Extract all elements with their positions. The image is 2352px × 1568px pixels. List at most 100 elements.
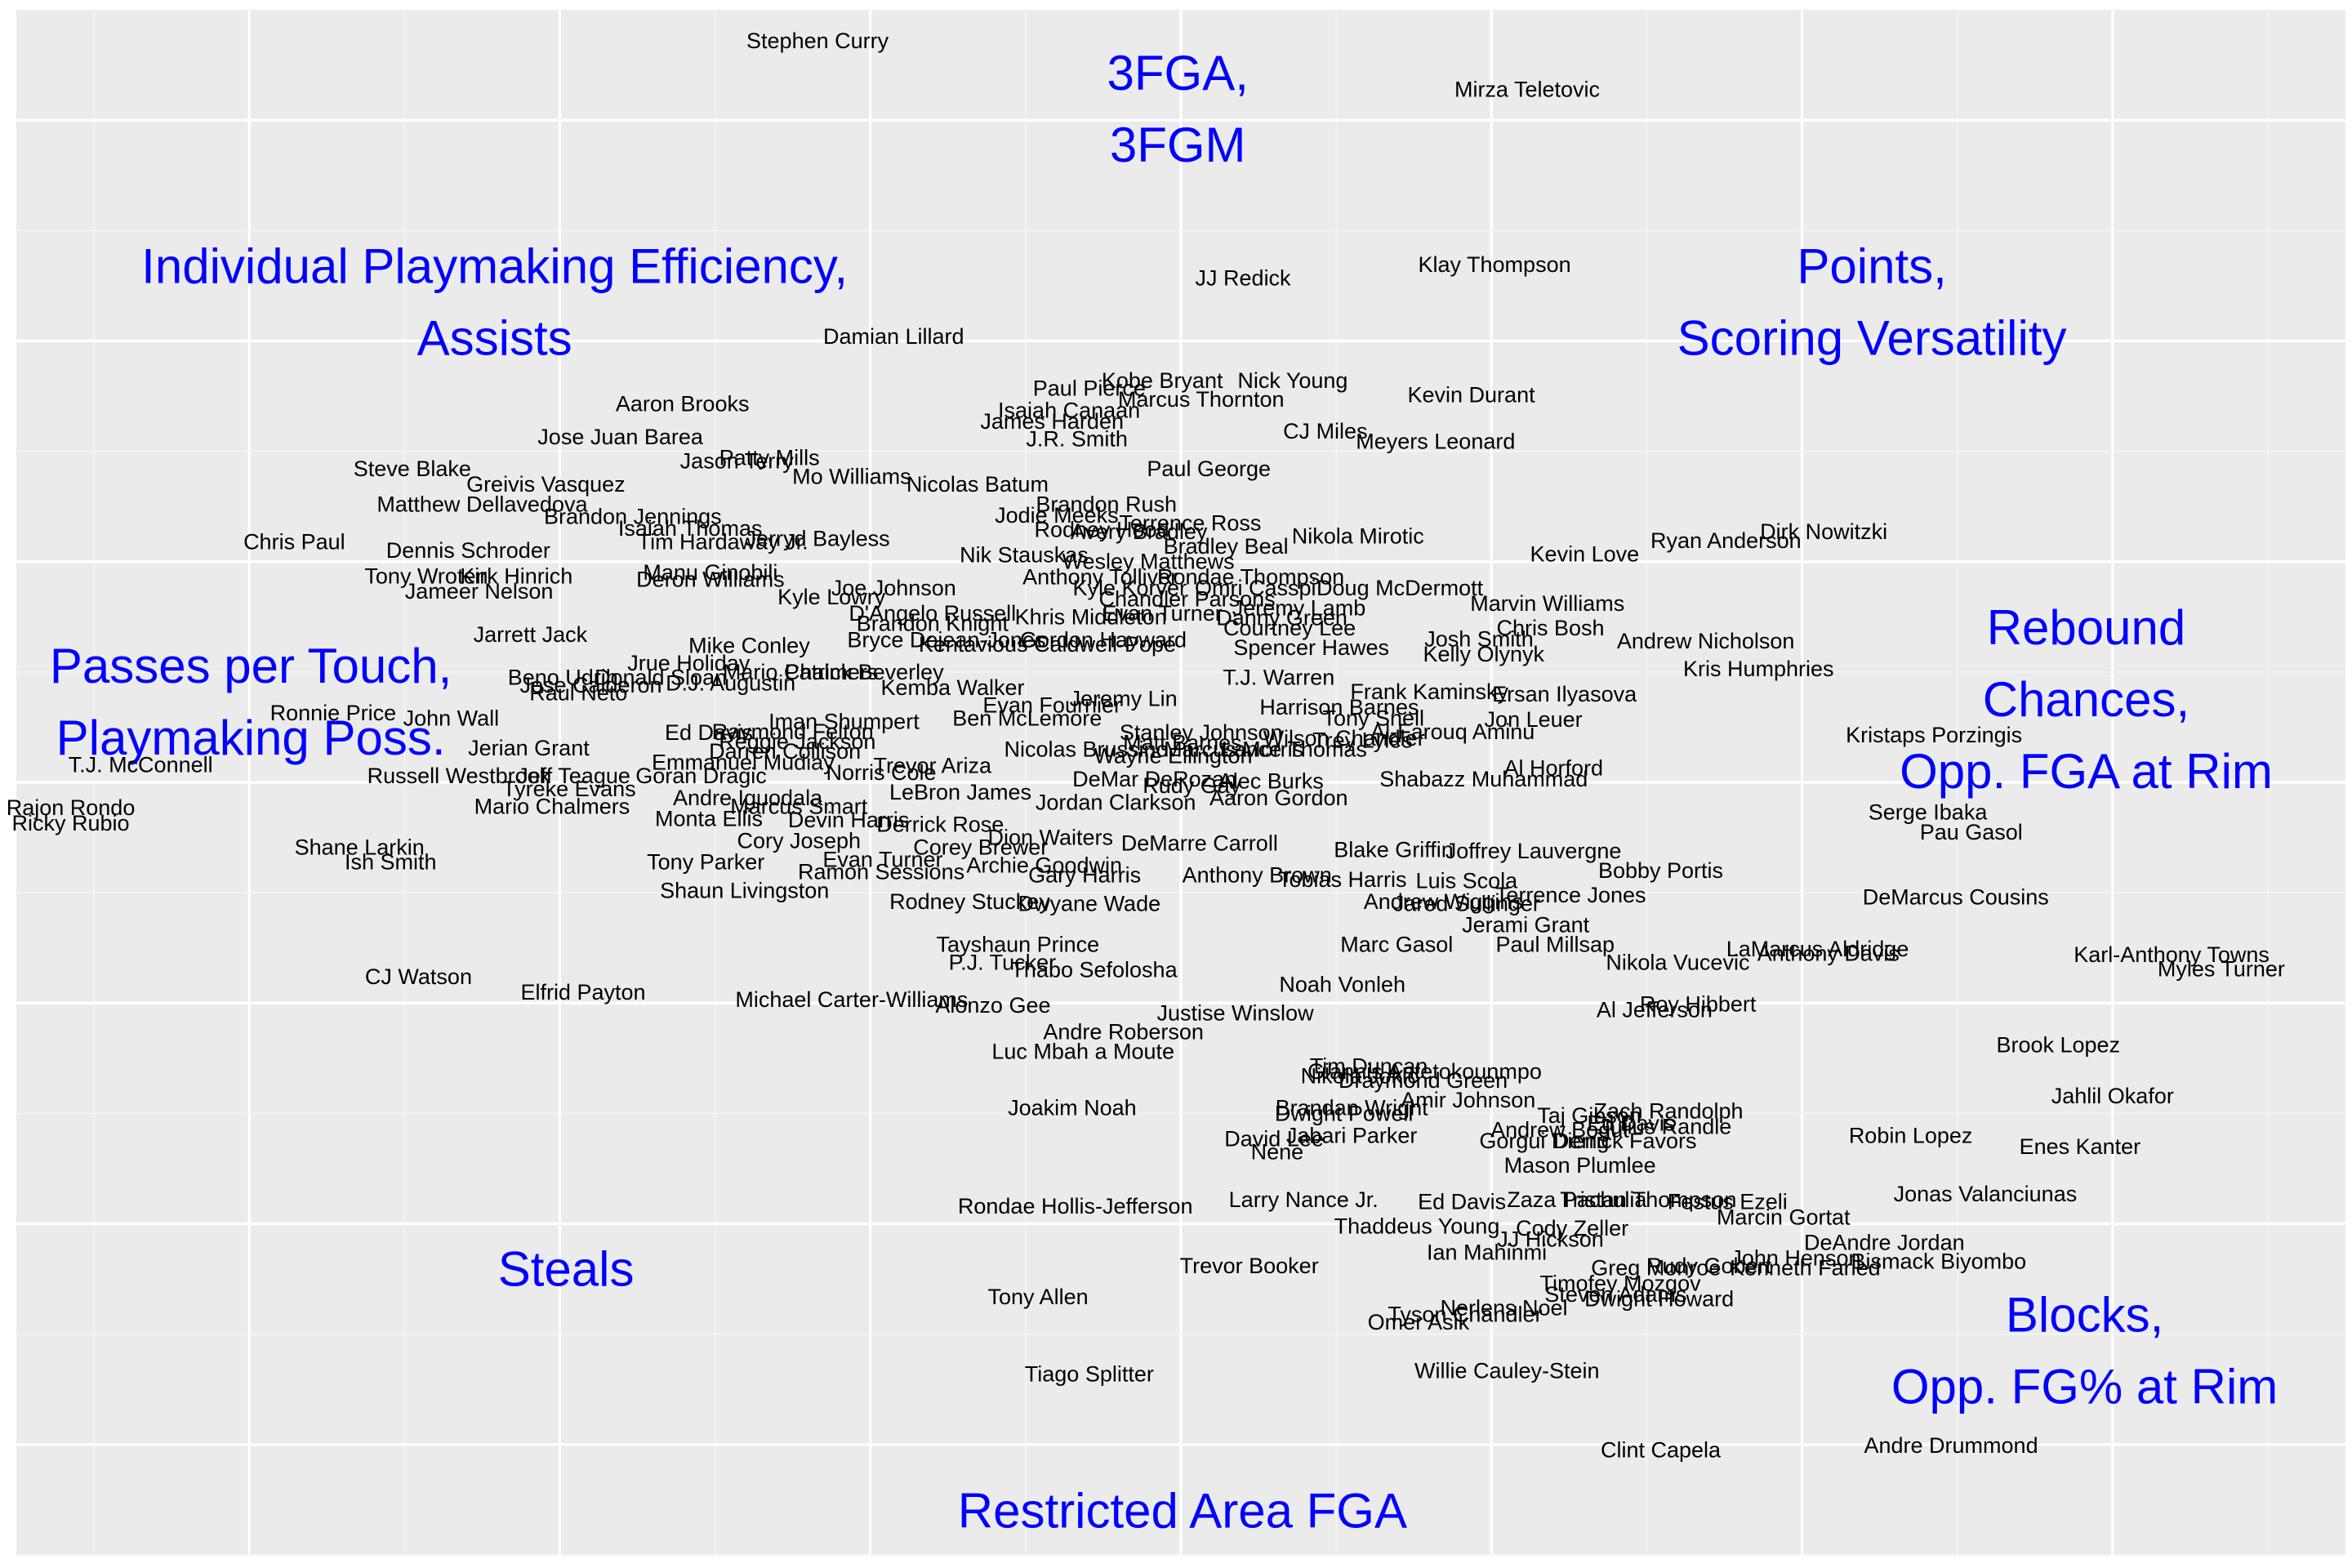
- player-point-label: Marcin Gortat: [1717, 1205, 1851, 1229]
- player-point-label: Jose Juan Barea: [537, 425, 704, 449]
- player-point-label: Jameer Nelson: [405, 579, 554, 604]
- player-point-label: Tyson Chandler: [1388, 1302, 1542, 1326]
- player-point-label: Damian Lillard: [823, 324, 964, 349]
- player-point-label: Ed Davis: [1418, 1190, 1506, 1214]
- player-point-label: Beno Udrih: [508, 666, 618, 690]
- player-point-label: Jerryd Bayless: [746, 526, 890, 550]
- player-point-label: Norris Cole: [826, 760, 937, 785]
- player-point-label: Elfrid Payton: [520, 980, 645, 1004]
- player-point-label: Raymond Felton: [712, 719, 874, 744]
- player-point-label: Mirza Teletovic: [1454, 77, 1600, 101]
- player-point-label: Rodney Stuckey: [889, 889, 1050, 914]
- player-point-label: Tim Hardaway Jr.: [638, 529, 808, 554]
- player-point-label: DeMar DeRozan: [1072, 767, 1236, 791]
- player-point-label: Jordan Clarkson: [1036, 790, 1196, 814]
- player-point-label: Taj Gibson: [1537, 1103, 1642, 1128]
- player-point-label: JJ Redick: [1196, 265, 1292, 290]
- player-point-label: Kevin Durant: [1408, 383, 1536, 408]
- player-point-label: Rodney Hood: [1034, 518, 1169, 542]
- player-point-label: Joakim Noah: [1008, 1096, 1137, 1120]
- player-point-label: Shane Larkin: [295, 835, 425, 860]
- region-label: Points,: [1797, 239, 1946, 294]
- player-point-label: Isaiah Thomas: [618, 516, 763, 541]
- player-point-label: Luc Mbah a Moute: [991, 1040, 1174, 1064]
- player-point-label: Nicolas Brussino: [1004, 737, 1168, 761]
- player-point-label: Jon Leuer: [1485, 707, 1583, 732]
- player-point-label: Jerami Grant: [1462, 912, 1590, 937]
- player-point-label: P.J. Tucker: [949, 950, 1057, 974]
- player-point-label: Kevin Love: [1530, 541, 1640, 566]
- player-point-label: Mo Williams: [792, 465, 911, 489]
- player-point-label: Serge Ibaka: [1869, 800, 1989, 824]
- player-point-label: Kris Humphries: [1683, 657, 1834, 681]
- player-point-label: Robin Lopez: [1849, 1123, 1973, 1147]
- player-point-label: Corey Brewer: [913, 835, 1048, 860]
- player-point-label: T.J. Warren: [1223, 666, 1334, 690]
- player-point-label: Brandan Wright: [1276, 1096, 1429, 1120]
- player-point-label: Karl-Anthony Towns: [2074, 942, 2270, 967]
- player-point-label: Ryan Anderson: [1650, 528, 1802, 553]
- region-label: Restricted Area FGA: [958, 1483, 1407, 1538]
- player-point-label: Gordon Hayward: [1020, 628, 1187, 653]
- region-label: Chances,: [1983, 672, 2189, 727]
- player-point-label: Jonas Valanciunas: [1894, 1182, 2078, 1206]
- player-point-label: Jeremy Lin: [1070, 686, 1178, 710]
- player-point-label: Dwyane Wade: [1018, 892, 1161, 916]
- player-point-label: Brandon Rush: [1036, 492, 1177, 516]
- player-point-label: Al Horford: [1504, 755, 1604, 780]
- player-point-label: Alonzo Gee: [935, 993, 1050, 1018]
- player-point-label: Rondae Thompson: [1157, 565, 1344, 590]
- player-point-label: Tayshaun Prince: [937, 933, 1100, 957]
- player-point-label: Steve Blake: [354, 457, 471, 481]
- player-point-label: Anthony Davis: [1757, 941, 1900, 965]
- player-point-label: Tony Parker: [647, 849, 764, 874]
- player-point-label: Zaza Pachulia: [1507, 1187, 1647, 1212]
- player-point-label: DeMarre Carroll: [1121, 831, 1278, 855]
- player-point-label: Paul George: [1147, 457, 1271, 481]
- player-point-label: Andrew Nicholson: [1617, 629, 1795, 653]
- player-point-label: Al Jefferson: [1597, 997, 1713, 1022]
- region-label: Scoring Versatility: [1677, 311, 2067, 366]
- player-point-label: D.J. Augustin: [666, 670, 795, 695]
- region-label: Passes per Touch,: [50, 639, 452, 693]
- player-point-label: Reggie Jackson: [719, 729, 875, 754]
- player-point-label: T.J. McConnell: [69, 752, 213, 777]
- player-point-label: Dirk Nowitzki: [1760, 519, 1887, 544]
- player-point-label: D'Angelo Russell: [849, 601, 1016, 626]
- player-point-label: Festus Ezeli: [1668, 1190, 1788, 1214]
- player-point-label: Jeff Teague: [517, 764, 630, 788]
- player-point-label: Larry Nance Jr.: [1229, 1187, 1379, 1212]
- player-point-label: Tristan Thompson: [1560, 1187, 1736, 1212]
- player-point-label: Shaun Livingston: [660, 878, 829, 902]
- player-point-label: Brandon Jennings: [544, 504, 722, 528]
- player-point-label: Giannis Antetokounmpo: [1307, 1059, 1542, 1084]
- player-point-label: Pau Gasol: [1920, 820, 2023, 844]
- player-point-label: Tyreke Evans: [502, 777, 636, 801]
- player-point-label: Thabo Sefolosha: [1010, 958, 1178, 982]
- player-point-label: Bismack Biyombo: [1851, 1250, 2027, 1274]
- player-point-label: Gorgui Dieng: [1479, 1129, 1609, 1153]
- player-point-label: Darren Collison: [709, 739, 861, 764]
- player-point-label: Ramon Sessions: [798, 859, 964, 884]
- player-point-label: Ronnie Price: [270, 701, 397, 725]
- player-point-label: Wayne Ellington: [1094, 744, 1252, 768]
- player-point-label: Zach Randolph: [1593, 1099, 1743, 1124]
- player-point-label: Nikola Mirotic: [1292, 524, 1424, 549]
- player-point-label: Blake Griffin: [1334, 837, 1454, 862]
- player-point-label: Jerian Grant: [468, 736, 590, 760]
- player-point-label: Patty Mills: [719, 446, 820, 470]
- player-point-label: Aaron Brooks: [616, 391, 750, 416]
- player-point-label: Omer Asik: [1368, 1310, 1470, 1334]
- player-point-label: Stanley Johnson: [1120, 720, 1283, 745]
- player-point-label: Jason Terry: [680, 449, 795, 474]
- player-point-label: Kirk Hinrich: [460, 564, 572, 588]
- player-point-label: Chris Paul: [243, 529, 345, 554]
- player-point-label: Iman Shumpert: [768, 710, 920, 734]
- player-point-label: Dwight Howard: [1584, 1286, 1734, 1311]
- player-point-label: DeMarcus Cousins: [1863, 885, 2049, 910]
- player-point-label: Lance Thomas: [1222, 737, 1367, 761]
- player-point-label: Mario Chalmers: [723, 660, 879, 684]
- player-point-label: Myles Turner: [2158, 956, 2285, 981]
- player-point-label: Andre Iguodala: [673, 786, 823, 810]
